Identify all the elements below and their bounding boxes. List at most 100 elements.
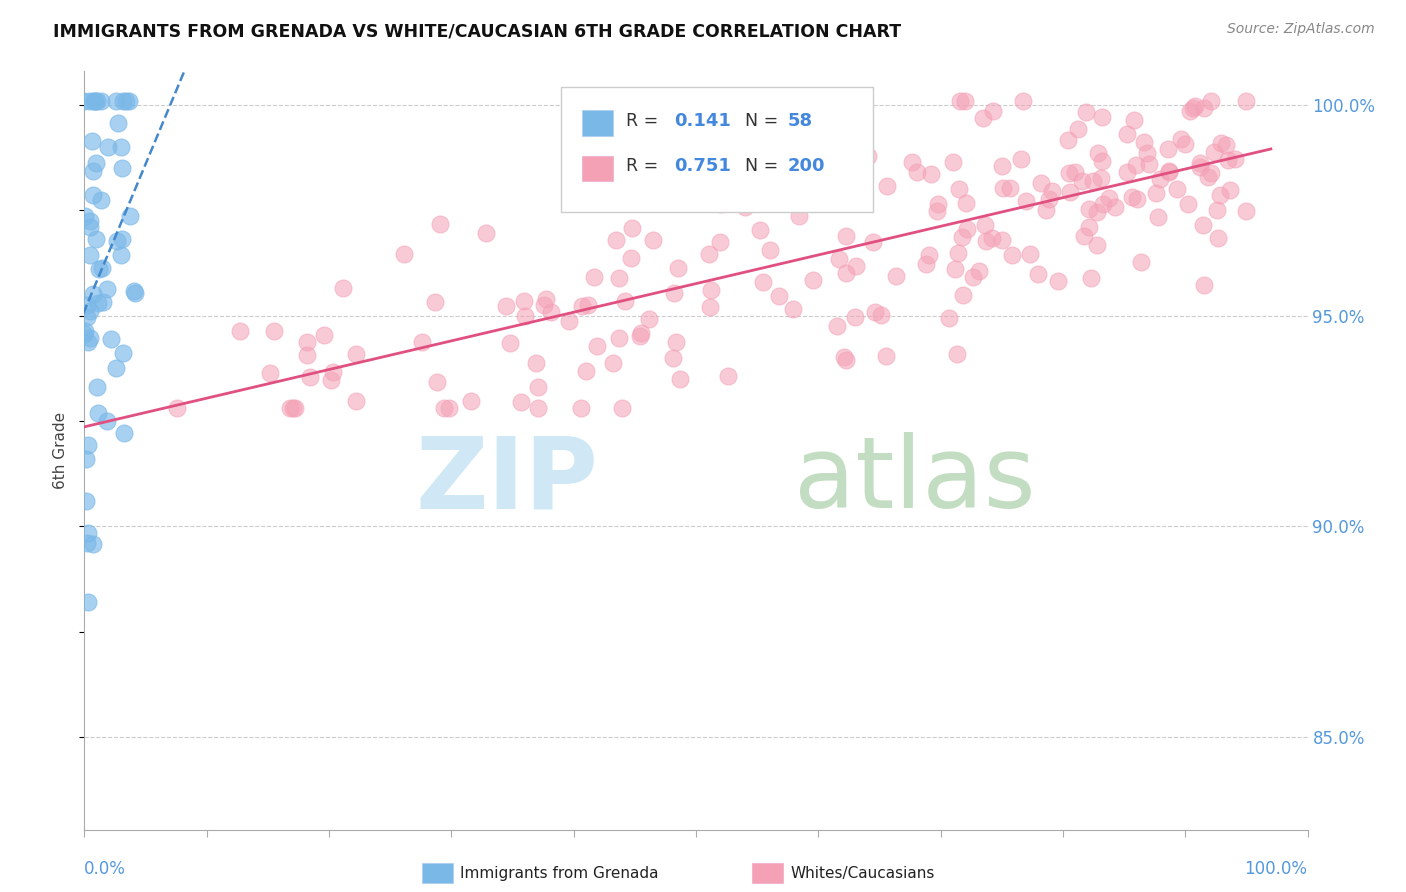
Point (607, 331, 630, 345)
Point (949, 94, 972, 108)
Point (665, 334, 688, 349)
Point (950, 230, 973, 244)
Point (901, 155, 924, 169)
Point (90, 193, 112, 207)
Point (709, 235, 731, 250)
Point (956, 222, 979, 236)
Point (86, 406, 108, 420)
Point (759, 244, 782, 258)
Point (111, 161, 134, 175)
Point (752, 275, 775, 289)
Point (969, 264, 991, 278)
Bar (582, 110, 613, 136)
Point (1189, 160, 1212, 174)
Point (332, 281, 354, 295)
Point (1178, 104, 1201, 119)
Point (77, 438, 100, 452)
Point (76, 298, 98, 312)
Point (582, 270, 605, 285)
Point (1078, 219, 1101, 234)
Point (980, 231, 1002, 245)
Point (1091, 197, 1114, 211)
Point (1091, 153, 1114, 168)
Point (76, 536, 98, 550)
Point (1129, 255, 1152, 269)
Text: ZIP: ZIP (415, 433, 598, 529)
Point (905, 165, 928, 179)
Point (87, 295, 110, 310)
Point (118, 209, 141, 223)
Text: 0.141: 0.141 (673, 112, 731, 129)
Point (295, 335, 318, 350)
Point (429, 217, 451, 231)
Point (1040, 184, 1063, 198)
Point (100, 332, 122, 346)
Point (990, 159, 1012, 173)
Point (920, 167, 942, 181)
Point (917, 248, 939, 262)
Point (835, 353, 858, 368)
Point (1073, 229, 1095, 244)
Point (1066, 121, 1088, 136)
Point (884, 269, 907, 284)
Point (1010, 153, 1032, 167)
Point (782, 302, 804, 317)
Point (1181, 102, 1204, 116)
Point (1031, 176, 1053, 190)
Point (620, 251, 643, 265)
Point (845, 259, 868, 273)
Point (1125, 192, 1147, 206)
Point (115, 94, 138, 108)
Point (768, 289, 790, 303)
Point (84, 232, 107, 246)
Point (875, 349, 897, 363)
Point (83, 94, 105, 108)
Point (513, 293, 536, 308)
Point (835, 229, 858, 244)
Point (1209, 136, 1232, 151)
Point (612, 401, 634, 416)
Point (1071, 174, 1094, 188)
Point (411, 335, 433, 350)
Point (628, 328, 651, 343)
Point (107, 116, 129, 130)
FancyBboxPatch shape (561, 87, 873, 211)
Point (82, 163, 104, 178)
Point (1133, 135, 1156, 149)
Point (586, 339, 609, 353)
Point (86, 94, 108, 108)
Point (84, 94, 107, 108)
Point (832, 351, 855, 365)
Point (1209, 187, 1232, 202)
Bar (582, 155, 613, 181)
Point (1015, 194, 1038, 209)
Point (105, 234, 128, 248)
Point (394, 247, 416, 261)
Point (1177, 197, 1199, 211)
Point (75, 451, 97, 466)
Point (1208, 231, 1230, 245)
Point (865, 304, 887, 318)
Point (82, 287, 104, 301)
Point (77, 334, 100, 349)
Point (122, 285, 145, 299)
Point (831, 145, 853, 160)
Point (433, 401, 456, 416)
Point (83, 94, 105, 108)
Point (669, 372, 692, 386)
Point (862, 235, 884, 249)
Point (513, 309, 536, 323)
Point (1012, 94, 1035, 108)
Point (1090, 170, 1112, 185)
Point (734, 200, 756, 214)
Point (576, 297, 599, 311)
Text: R =: R = (626, 157, 664, 175)
Point (312, 327, 335, 342)
Point (509, 395, 531, 409)
Point (974, 234, 997, 248)
Point (1234, 203, 1257, 218)
Point (1159, 164, 1181, 178)
Point (876, 178, 898, 193)
Point (796, 191, 818, 205)
Point (110, 140, 132, 154)
